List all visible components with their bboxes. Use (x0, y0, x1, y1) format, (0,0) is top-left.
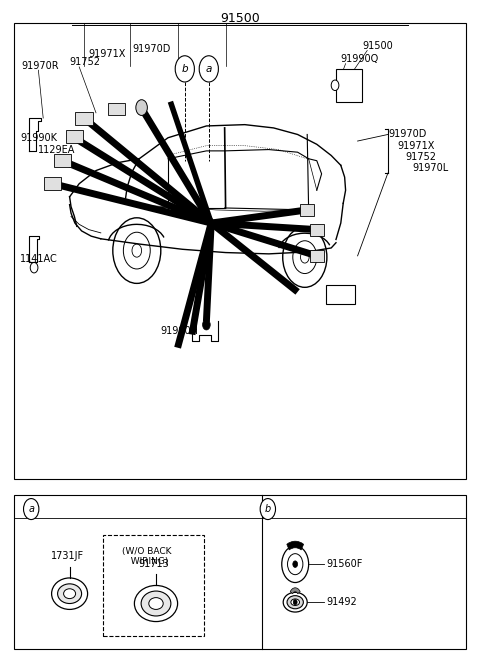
Ellipse shape (149, 598, 163, 609)
Text: 91971X: 91971X (397, 140, 435, 151)
Ellipse shape (134, 585, 178, 622)
Ellipse shape (58, 584, 82, 604)
Text: 91970R: 91970R (22, 60, 59, 71)
Text: 91990H: 91990H (161, 326, 199, 337)
Circle shape (293, 561, 298, 567)
Ellipse shape (51, 578, 88, 609)
Text: 91752: 91752 (70, 57, 101, 68)
Text: 1129EA: 1129EA (38, 144, 76, 155)
Bar (44, 177, 61, 190)
Ellipse shape (63, 589, 75, 598)
Wedge shape (290, 588, 300, 594)
Text: 91970D: 91970D (132, 44, 170, 54)
Bar (326, 285, 355, 304)
Ellipse shape (283, 592, 307, 612)
Text: 91990Q: 91990Q (341, 54, 379, 64)
Circle shape (24, 499, 39, 520)
Text: b: b (181, 64, 188, 74)
Text: 91500: 91500 (362, 41, 393, 51)
Bar (14, 495, 466, 649)
Circle shape (331, 80, 339, 91)
Wedge shape (287, 541, 303, 550)
Bar (310, 224, 324, 236)
Circle shape (260, 499, 276, 520)
Text: b: b (264, 504, 271, 514)
Text: 91971X: 91971X (89, 49, 126, 59)
Circle shape (199, 56, 218, 82)
Circle shape (175, 56, 194, 82)
Circle shape (203, 319, 210, 330)
Text: a: a (205, 64, 212, 74)
FancyBboxPatch shape (103, 535, 204, 636)
Text: 91500: 91500 (220, 12, 260, 25)
Bar (300, 204, 314, 216)
Text: 91990K: 91990K (20, 133, 57, 143)
Text: a: a (28, 504, 34, 514)
Bar (66, 130, 83, 143)
Text: 1141AC: 1141AC (20, 254, 58, 264)
Text: 91713: 91713 (138, 559, 169, 569)
Text: 1731JF: 1731JF (50, 550, 84, 561)
Text: 91752: 91752 (406, 152, 437, 162)
Bar (108, 103, 125, 115)
Text: 91492: 91492 (326, 597, 357, 607)
Ellipse shape (141, 591, 171, 616)
Bar (336, 69, 362, 102)
Bar (75, 112, 93, 125)
Ellipse shape (287, 596, 303, 609)
Bar (310, 250, 324, 262)
Bar (14, 23, 466, 479)
Circle shape (293, 600, 297, 605)
Ellipse shape (291, 599, 300, 605)
Circle shape (136, 100, 147, 115)
Text: 91970D: 91970D (389, 129, 427, 140)
Bar (54, 154, 71, 167)
Text: (W/O BACK
  WIRING): (W/O BACK WIRING) (121, 546, 171, 566)
Text: 91560F: 91560F (326, 559, 363, 569)
Text: 91970L: 91970L (413, 163, 449, 173)
